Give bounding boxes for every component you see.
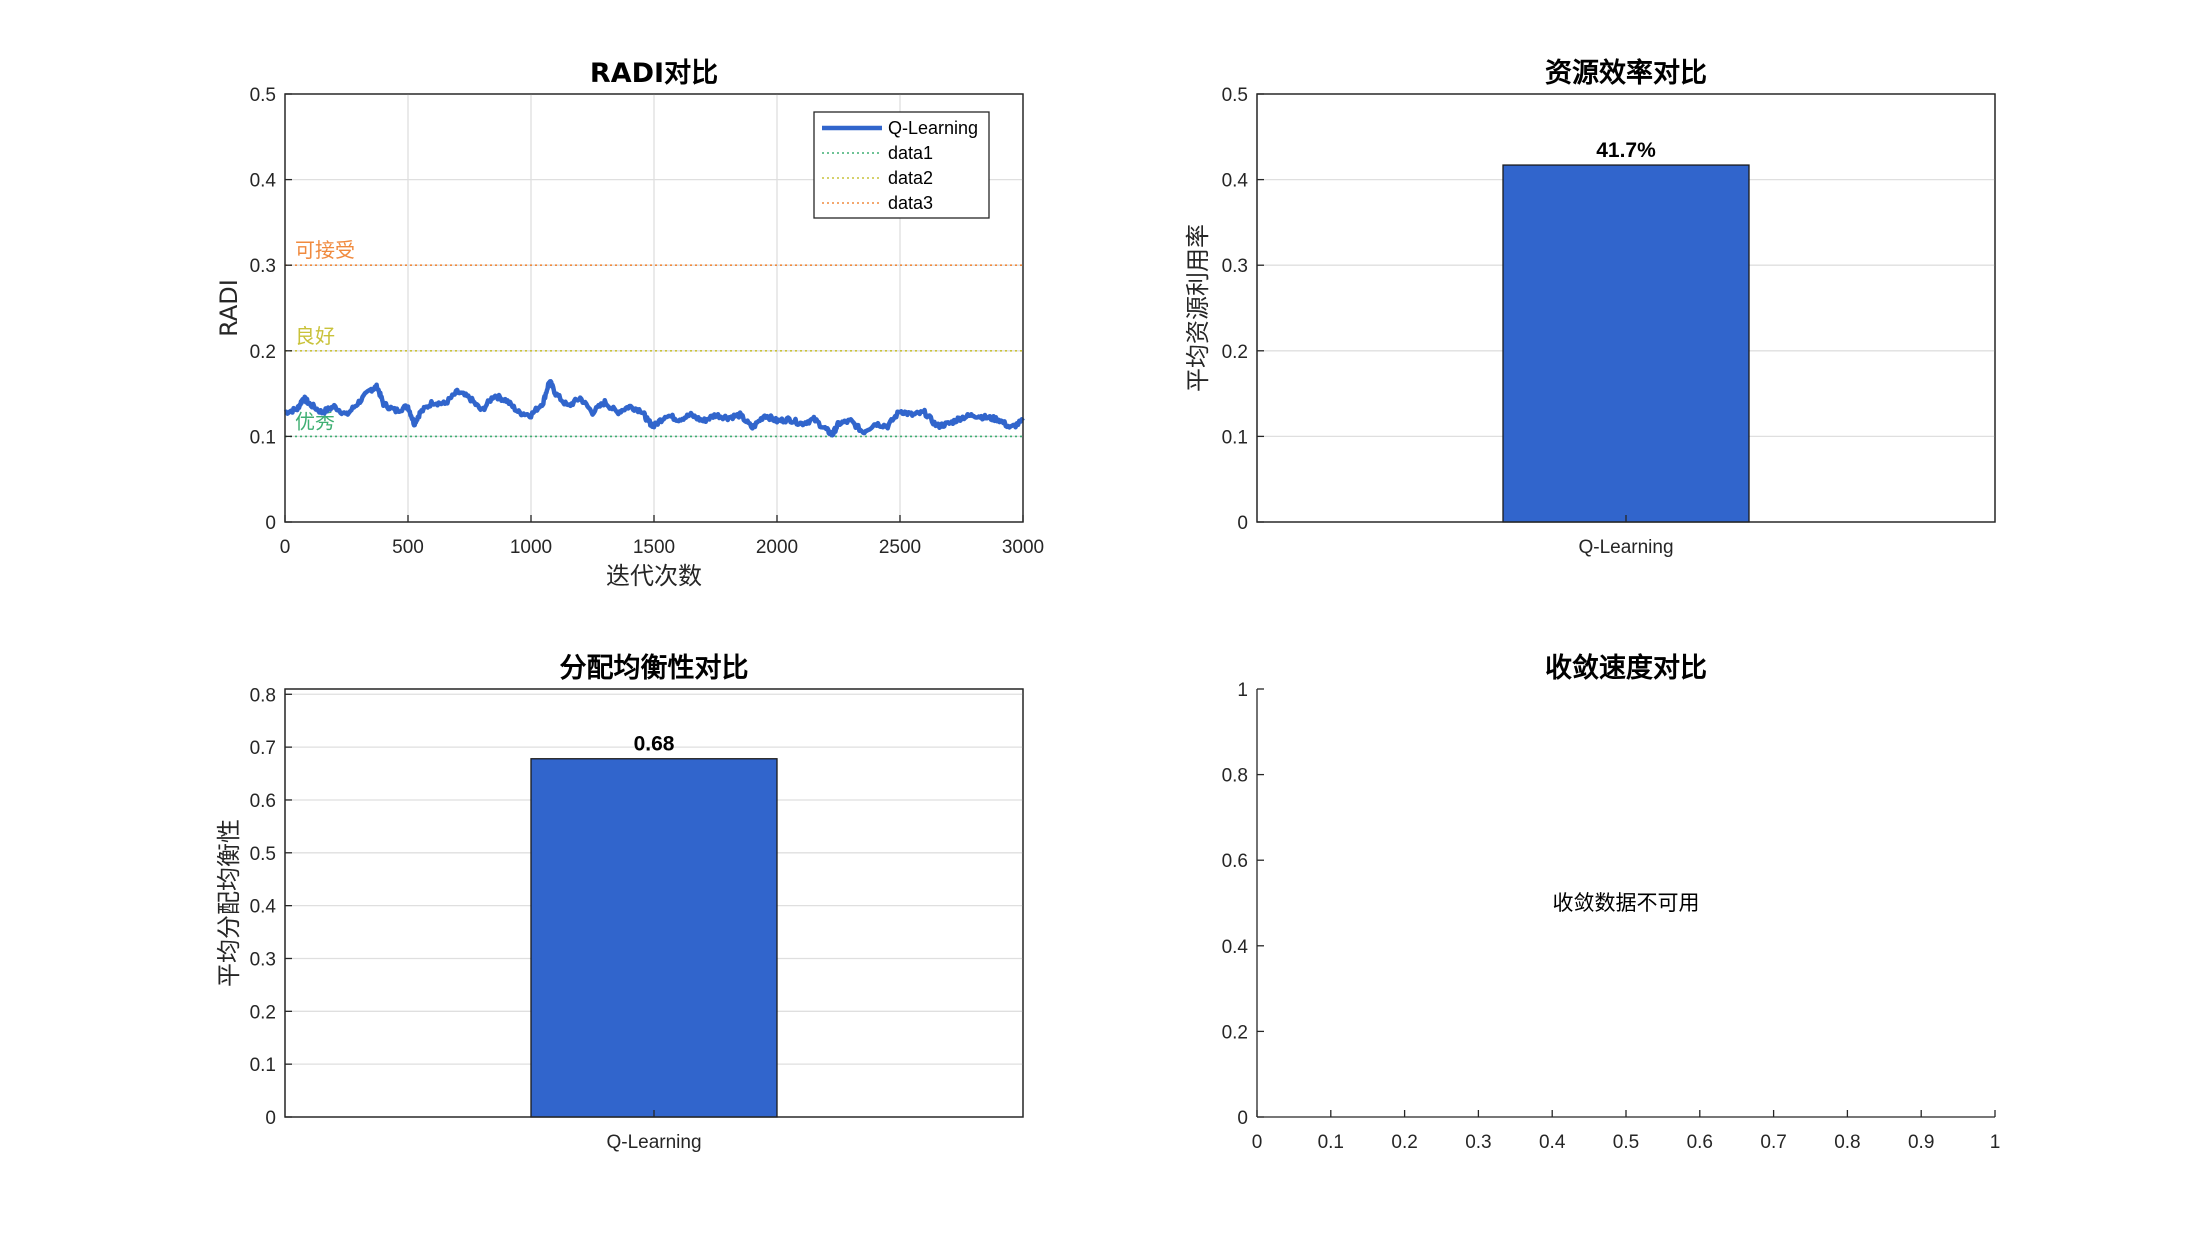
convergence-x-ticks: 0 0.1 0.2 0.3 0.4 0.5 0.6 0.7 0.8 0.9 1 xyxy=(1252,1110,2001,1153)
y-tick-label: 0.8 xyxy=(1222,766,1248,787)
allocation-balance-panel: 0.68 0 0.1 0.2 0.3 0.4 0.5 0.6 0.7 0.8 Q-Learnin… xyxy=(215,653,1024,1153)
x-tick-label: 1000 xyxy=(510,537,552,558)
y-tick-label: 0.4 xyxy=(1222,937,1249,958)
y-tick-label: 0.4 xyxy=(250,171,277,192)
bar-Q-Learning xyxy=(530,758,778,1118)
y-tick-label: 0 xyxy=(1237,1108,1248,1129)
radi-x-ticks: 0 500 1000 1500 2000 2500 3000 xyxy=(280,515,1044,558)
radi-series-q-learning-line xyxy=(283,379,1025,438)
y-tick-label: 0.3 xyxy=(250,256,276,277)
allocation-balance-bars: 0.68 xyxy=(530,733,778,1118)
x-tick-label: 1 xyxy=(1990,1132,2001,1153)
y-tick-label: 0.1 xyxy=(1222,427,1248,448)
y-tick-label: 0.2 xyxy=(1222,1022,1248,1043)
x-tick-label: 1500 xyxy=(633,537,675,558)
bar-Q-Learning xyxy=(1502,164,1750,523)
x-tick-label: 0.2 xyxy=(1391,1132,1417,1153)
x-tick-label: 2500 xyxy=(879,537,921,558)
radi-legend: Q-Learning data1 data2 data3 xyxy=(813,111,990,219)
x-tick-label: 0.6 xyxy=(1687,1132,1713,1153)
x-tick-label: 0 xyxy=(280,537,291,558)
y-tick-label: 0.1 xyxy=(250,1055,276,1076)
convergence-title: 收敛速度对比 xyxy=(1545,652,1707,684)
y-tick-label: 0.5 xyxy=(1222,85,1248,106)
allocation-balance-y-ticks: 0 0.1 0.2 0.3 0.4 0.5 0.6 0.7 0.8 xyxy=(250,685,292,1129)
bar-value-label: 0.68 xyxy=(634,733,675,756)
resource-efficiency-bars: 41.7% xyxy=(1502,139,1750,523)
y-tick-label: 0.8 xyxy=(250,685,276,706)
radi-chart-title: RADI对比 xyxy=(590,58,718,89)
legend-label-q-learning: Q-Learning xyxy=(888,118,978,138)
radi-x-axis-label: 迭代次数 xyxy=(606,562,702,590)
legend-label-data2: data2 xyxy=(888,168,933,188)
y-tick-label: 0.3 xyxy=(1222,256,1248,277)
y-tick-label: 0.2 xyxy=(1222,342,1248,363)
y-tick-label: 0.7 xyxy=(250,738,276,759)
x-tick-label: 0.3 xyxy=(1465,1132,1491,1153)
y-tick-label: 0.6 xyxy=(1222,851,1248,872)
legend-label-data3: data3 xyxy=(888,193,933,213)
legend-label-data1: data1 xyxy=(888,143,933,163)
threshold-annotation: 优秀 xyxy=(295,409,335,433)
y-tick-label: 0.3 xyxy=(250,949,276,970)
x-tick-label: Q-Learning xyxy=(1578,537,1673,558)
convergence-panel: 0 0.2 0.4 0.6 0.8 1 0 0.1 0.2 0.3 0.4 0.5 0.6 0.7 0.8… xyxy=(1222,652,2001,1153)
y-tick-label: 0.4 xyxy=(250,897,277,918)
allocation-balance-x-ticks: Q-Learning xyxy=(606,1110,702,1153)
x-tick-label: 0.8 xyxy=(1834,1132,1860,1153)
x-tick-label: 3000 xyxy=(1002,537,1044,558)
resource-efficiency-y-ticks: 0 0.1 0.2 0.3 0.4 0.5 xyxy=(1222,85,1264,534)
threshold-annotation: 可接受 xyxy=(295,238,355,262)
radi-reference-lines xyxy=(285,264,1023,438)
y-tick-label: 0 xyxy=(265,1108,276,1129)
x-tick-label: 0.9 xyxy=(1908,1132,1934,1153)
y-tick-label: 0.6 xyxy=(250,791,276,812)
y-tick-label: 0.2 xyxy=(250,342,276,363)
threshold-annotation: 良好 xyxy=(295,324,335,348)
y-tick-label: 0 xyxy=(265,513,276,534)
y-tick-label: 0.5 xyxy=(250,844,276,865)
y-tick-label: 0.4 xyxy=(1222,171,1249,192)
x-tick-label: 500 xyxy=(392,537,424,558)
y-tick-label: 0 xyxy=(1237,513,1248,534)
resource-efficiency-x-ticks: Q-Learning xyxy=(1578,515,1674,558)
y-tick-label: 0.1 xyxy=(250,427,276,448)
y-tick-label: 0.5 xyxy=(250,85,276,106)
allocation-balance-title: 分配均衡性对比 xyxy=(560,653,749,684)
radi-y-ticks: 0 0.1 0.2 0.3 0.4 0.5 xyxy=(250,85,292,534)
bar-value-label: 41.7% xyxy=(1596,139,1656,162)
y-tick-label: 0.2 xyxy=(250,1002,276,1023)
x-tick-label: 0.7 xyxy=(1760,1132,1786,1153)
y-tick-label: 1 xyxy=(1237,680,1248,701)
x-tick-label: 0.5 xyxy=(1613,1132,1639,1153)
resource-efficiency-panel: 41.7% 0 0.1 0.2 0.3 0.4 0.5 Q-Learning 资源效率对比… xyxy=(1184,57,1996,558)
x-tick-label: 0.4 xyxy=(1539,1132,1566,1153)
resource-efficiency-title: 资源效率对比 xyxy=(1545,57,1707,89)
radi-y-axis-label: RADI xyxy=(215,279,243,337)
x-tick-label: 0 xyxy=(1252,1132,1263,1153)
resource-efficiency-y-axis-label: 平均资源利用率 xyxy=(1184,224,1212,392)
allocation-balance-y-axis-label: 平均分配均衡性 xyxy=(215,819,243,987)
x-tick-label: 0.1 xyxy=(1318,1132,1344,1153)
x-tick-label: Q-Learning xyxy=(606,1132,701,1153)
x-tick-label: 2000 xyxy=(756,537,798,558)
convergence-y-ticks: 0 0.2 0.4 0.6 0.8 1 xyxy=(1222,680,1264,1129)
convergence-no-data-note: 收敛数据不可用 xyxy=(1553,891,1700,915)
